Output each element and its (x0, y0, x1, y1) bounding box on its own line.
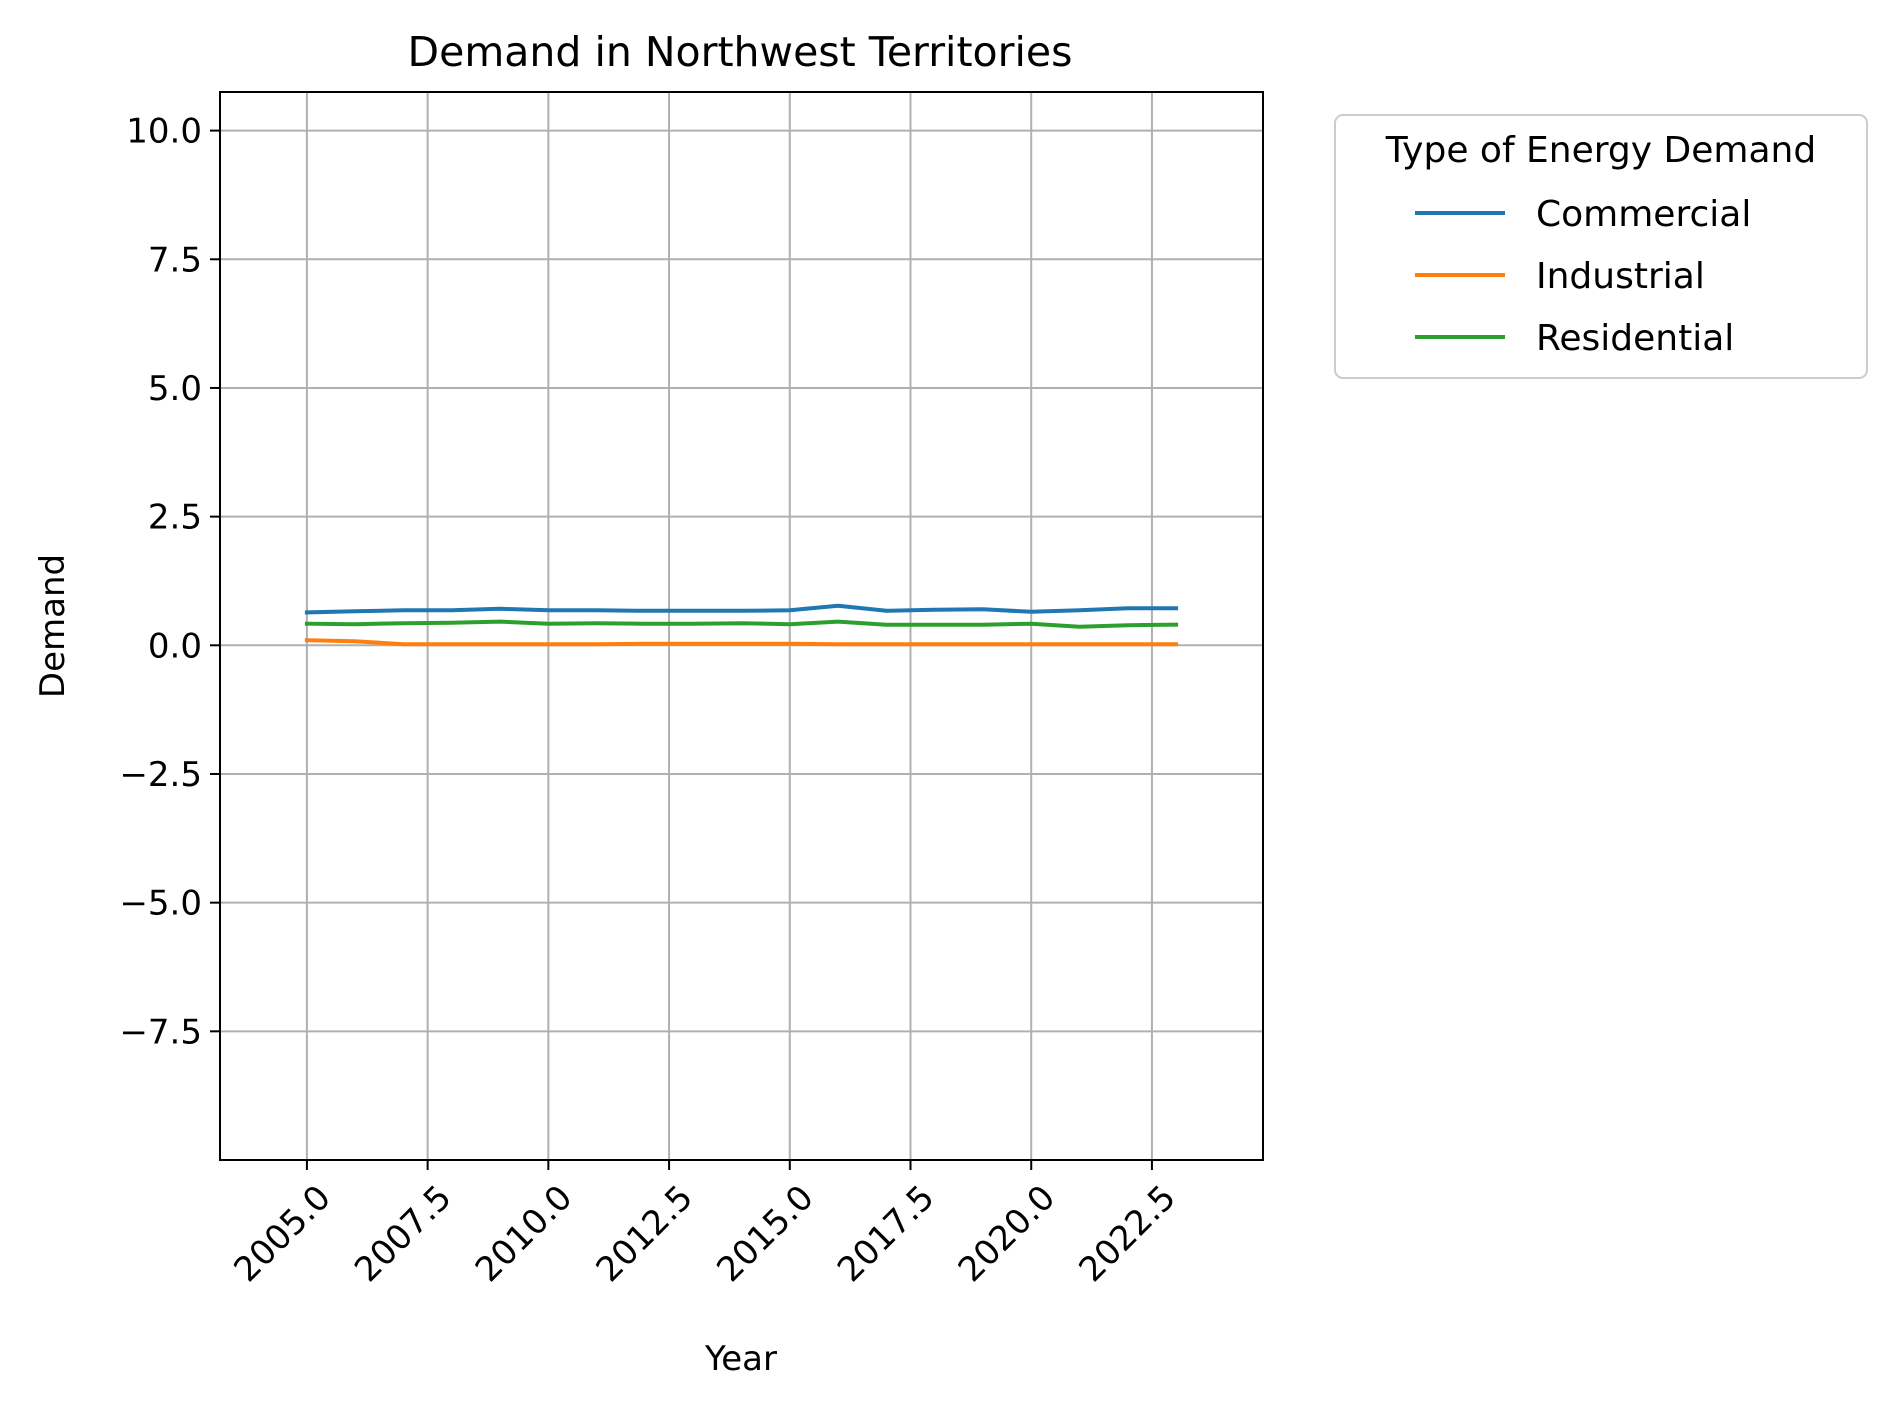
legend-label-commercial: Commercial (1536, 194, 1751, 235)
y-tick-label: −5.0 (119, 884, 202, 924)
x-tick-label: 2022.5 (1071, 1178, 1183, 1290)
y-tick-label: 7.5 (148, 240, 202, 280)
x-tick-label: 2020.0 (951, 1178, 1063, 1290)
series-layer (304, 603, 1179, 647)
x-tick-label: 2007.5 (347, 1178, 459, 1290)
legend-box (1334, 114, 1868, 379)
y-tick-label: −2.5 (119, 755, 202, 795)
legend: Type of Energy Demand Commercial Industri… (1334, 114, 1868, 379)
x-tick-label: 2015.0 (709, 1178, 821, 1290)
y-tick-label: 5.0 (148, 369, 202, 409)
y-axis: −7.5 −5.0 −2.5 0.0 2.5 5.0 7.5 10.0 (119, 112, 220, 1052)
y-tick-label: 10.0 (126, 112, 202, 152)
y-axis-label: Demand (33, 554, 73, 698)
legend-title: Type of Energy Demand (1385, 130, 1816, 171)
series-line-commercial (304, 603, 1179, 615)
x-tick-label: 2005.0 (226, 1178, 338, 1290)
series-line-residential (304, 619, 1179, 629)
y-tick-label: −7.5 (119, 1012, 202, 1052)
x-tick-label: 2017.5 (830, 1178, 942, 1290)
series-line-industrial (304, 638, 1179, 647)
y-tick-label: 2.5 (148, 498, 202, 538)
legend-label-industrial: Industrial (1536, 256, 1705, 297)
legend-label-residential: Residential (1536, 318, 1734, 359)
x-axis-label: Year (704, 1339, 777, 1379)
chart-title: Demand in Northwest Territories (408, 28, 1073, 76)
y-tick-label: 0.0 (148, 626, 202, 666)
x-tick-label: 2010.0 (468, 1178, 580, 1290)
x-tick-label: 2012.5 (589, 1178, 701, 1290)
plot-frame (219, 91, 1264, 1161)
x-axis: 2005.0 2007.5 2010.0 2012.5 2015.0 2017.5 2020… (226, 1160, 1184, 1290)
